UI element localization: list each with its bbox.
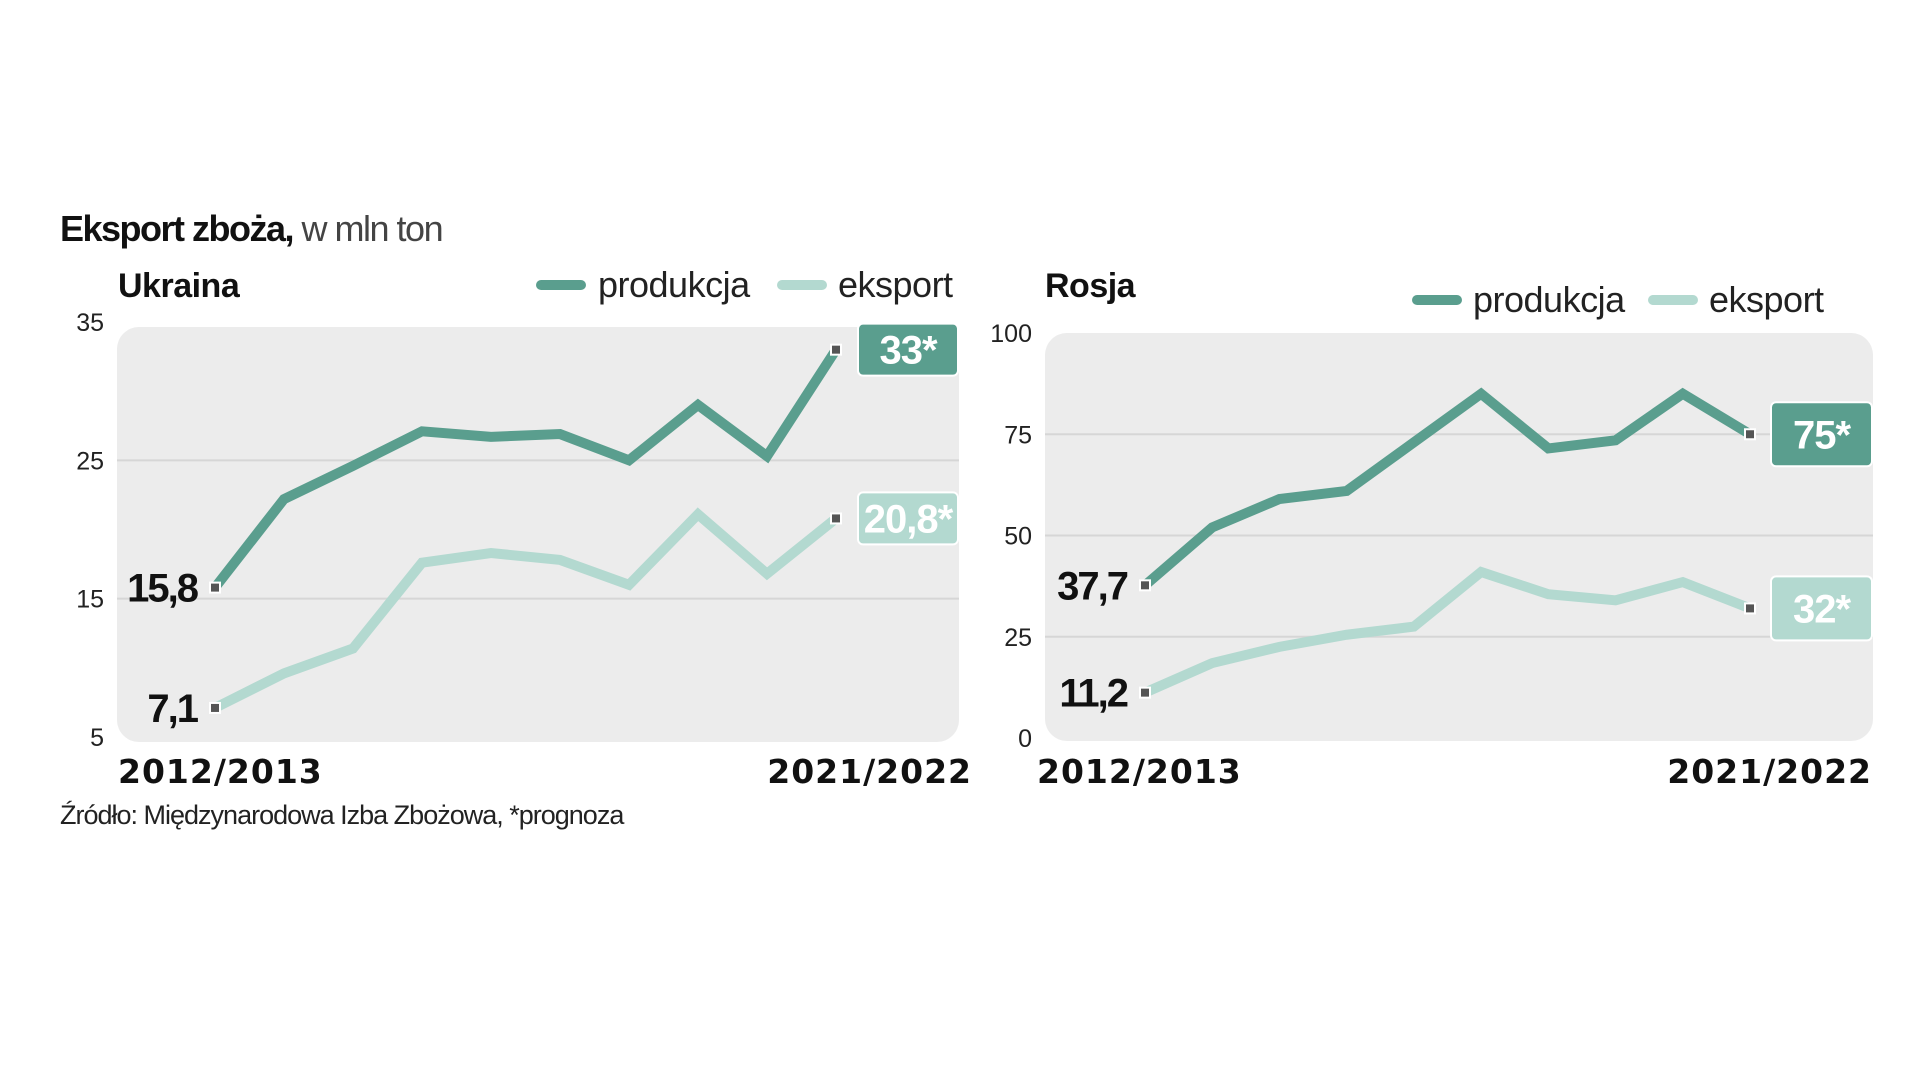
ukraina-start-label-produkcja: 15,8 xyxy=(127,567,199,611)
ukraina-series-line-eksport xyxy=(212,507,840,713)
rosja-start-label-produkcja: 37,7 xyxy=(1057,564,1128,608)
rosja-xtick-label: 2012/2013 xyxy=(1037,752,1242,791)
rosja-ytick-label: 50 xyxy=(1004,523,1032,551)
rosja-end-label-eksport: 32* xyxy=(1793,587,1851,631)
ukraina-end-label-eksport: 20,8* xyxy=(864,497,954,541)
ukraina-legend-label-produkcja: produkcja xyxy=(598,264,751,305)
ukraina-xtick-label: 2021/2022 xyxy=(767,752,972,791)
rosja-series-line-produkcja xyxy=(1141,387,1753,590)
chart-title-unit: w mln ton xyxy=(293,208,444,249)
ukraina-ytick-label: 35 xyxy=(76,309,104,337)
rosja-xtick-label: 2021/2022 xyxy=(1667,752,1872,791)
ukraina-ytick-label: 5 xyxy=(90,724,104,752)
rosja-end-badge-eksport xyxy=(1770,575,1873,642)
rosja-data-point-produkcja xyxy=(1139,579,1151,592)
rosja-ytick-label: 75 xyxy=(1004,421,1032,449)
rosja-ytick-label: 100 xyxy=(990,320,1032,348)
ukraina-data-point-produkcja xyxy=(209,581,221,594)
ukraina-plot-background xyxy=(117,327,959,742)
ukraina-ytick-label: 25 xyxy=(76,447,104,475)
chart-title: Eksport zboża, w mln ton xyxy=(60,208,444,250)
ukraina-data-point-produkcja xyxy=(830,343,842,356)
rosja-start-label-eksport: 11,2 xyxy=(1059,672,1127,716)
ukraina-legend-label-eksport: eksport xyxy=(838,264,953,305)
rosja-data-point-produkcja xyxy=(1744,428,1756,441)
ukraina-data-point-eksport xyxy=(830,512,842,525)
ukraina-panel-title: Ukraina xyxy=(118,267,241,305)
ukraina-end-badge-produkcja xyxy=(857,322,959,377)
rosja-end-label-produkcja: 75* xyxy=(1793,413,1851,457)
rosja-data-point-eksport xyxy=(1139,686,1151,699)
rosja-legend-label-produkcja: produkcja xyxy=(1473,279,1626,320)
chart-title-bold: Eksport zboża, xyxy=(60,208,295,249)
rosja-data-point-eksport xyxy=(1744,602,1756,615)
ukraina-ytick-label: 15 xyxy=(76,586,104,614)
rosja-panel-title: Rosja xyxy=(1045,267,1137,305)
ukraina-end-badge-eksport xyxy=(857,491,959,546)
rosja-series-line-eksport xyxy=(1142,566,1752,698)
ukraina-series-line-produkcja xyxy=(211,346,841,591)
ukraina-end-label-produkcja: 33* xyxy=(879,329,937,373)
rosja-ytick-label: 25 xyxy=(1004,624,1032,652)
rosja-ytick-label: 0 xyxy=(1018,725,1032,753)
source-note: Źródło: Międzynarodowa Izba Zbożowa, *pr… xyxy=(60,800,624,830)
rosja-legend-label-eksport: eksport xyxy=(1709,279,1824,320)
ukraina-start-label-eksport: 7,1 xyxy=(147,687,198,731)
rosja-end-badge-produkcja xyxy=(1770,401,1873,468)
ukraina-xtick-label: 2012/2013 xyxy=(118,752,323,791)
ukraina-data-point-eksport xyxy=(209,701,221,714)
